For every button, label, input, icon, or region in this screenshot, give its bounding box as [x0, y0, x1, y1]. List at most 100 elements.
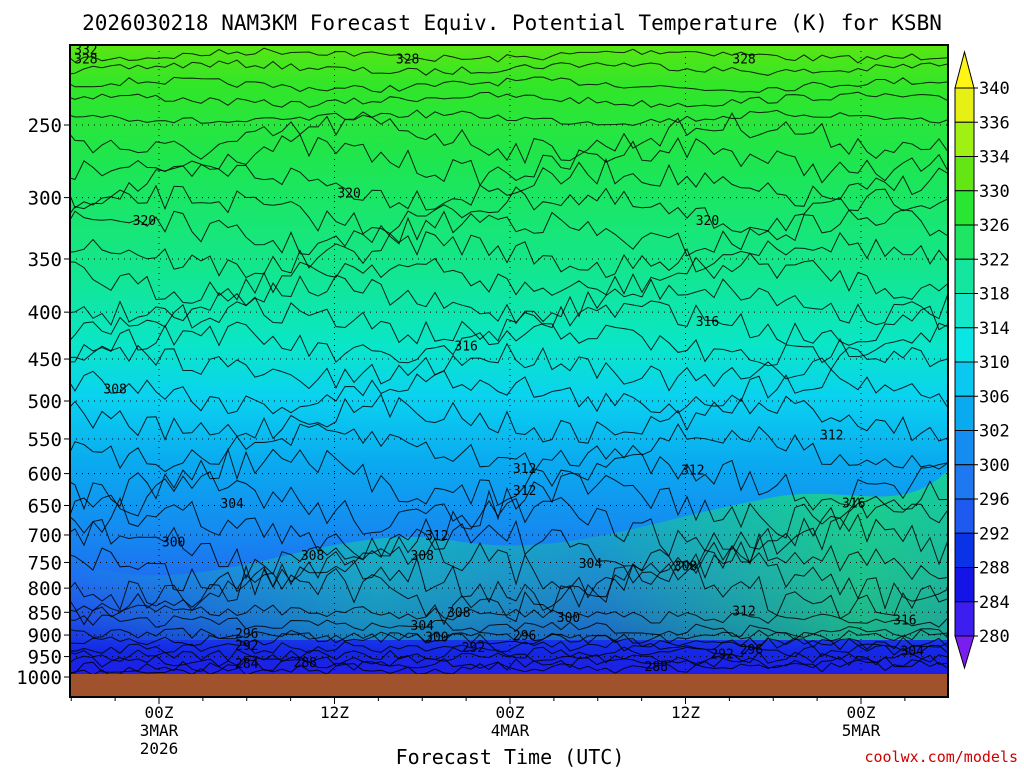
colorbar-swatch: [954, 567, 975, 603]
colorbar: 340 336 334 330 326 322 318 314 310 306 302 300 296 2…: [954, 50, 1010, 670]
contour-label: 312: [681, 463, 704, 478]
contour-label: 296: [740, 643, 763, 658]
contour-line: [70, 562, 948, 626]
contour-line: [70, 627, 948, 652]
contour-line: [70, 654, 948, 674]
y-tick-label: 850: [28, 602, 62, 624]
contour-line: [70, 109, 948, 126]
colorbar-swatch: [954, 532, 975, 568]
colorbar-swatch: [954, 395, 975, 431]
contour-label: 304: [900, 645, 924, 660]
contour-label: 312: [732, 604, 755, 619]
x-tick-label: 5MAR: [842, 721, 881, 740]
contour-label: 308: [674, 560, 697, 575]
y-tick-label: 450: [28, 349, 62, 371]
colorbar-swatch: [954, 258, 975, 294]
contour-line: [70, 629, 948, 647]
colorbar-swatch: [954, 293, 975, 329]
colorbar-swatch: [954, 361, 975, 397]
colorbar-label: 334: [979, 148, 1010, 168]
y-tick-label: 1000: [16, 667, 62, 689]
contour-line: [70, 471, 948, 539]
colorbar-label: 288: [979, 559, 1010, 579]
contour-label: 312: [425, 529, 448, 544]
contour-label: 320: [696, 214, 719, 229]
x-axis-title: Forecast Time (UTC): [396, 745, 625, 768]
contour-line: [70, 636, 948, 655]
y-tick-label: 800: [28, 578, 62, 600]
y-tick-label: 700: [28, 525, 62, 547]
chart-title: 2026030218 NAM3KM Forecast Equiv. Potent…: [82, 11, 942, 35]
contour-label: 320: [133, 214, 156, 229]
colorbar-label: 306: [979, 387, 1010, 407]
colorbar-swatch: [954, 464, 975, 500]
colorbar-bottom-arrow: [954, 635, 975, 670]
contour-label: 328: [732, 52, 755, 67]
y-tick-label: 650: [28, 495, 62, 517]
contour-line: [70, 231, 948, 279]
contour-label: 300: [425, 630, 448, 645]
contour-line: [70, 252, 948, 304]
contour-lines: [70, 47, 948, 677]
colorbar-label: 310: [979, 353, 1010, 373]
colorbar-label: 322: [979, 250, 1010, 270]
contour-line: [70, 47, 948, 64]
colorbar-swatch: [954, 498, 975, 534]
contour-line: [70, 651, 948, 668]
contour-line: [70, 513, 948, 580]
contour-line: [70, 423, 948, 473]
contour-label: 308: [411, 549, 434, 564]
y-tick-label: 600: [28, 464, 62, 486]
contour-label: 292: [710, 647, 733, 662]
colorbar-label: 314: [979, 319, 1010, 339]
gridlines: [70, 45, 948, 697]
contour-label: 308: [447, 606, 470, 621]
plot-frame: [69, 44, 949, 698]
y-tick-label: 750: [28, 552, 62, 574]
contour-line: [70, 133, 948, 187]
y-tick-label: 500: [28, 391, 62, 413]
x-tick-label: 00Z: [496, 703, 525, 722]
y-tick-label: 250: [28, 115, 62, 137]
credit-link[interactable]: coolwx.com/models: [864, 748, 1018, 766]
y-axis: 2503003504004505005506006507007508008509…: [16, 115, 70, 689]
colorbar-swatch: [954, 121, 975, 157]
contour-label: 308: [103, 383, 126, 398]
x-tick-label: 3MAR: [140, 721, 179, 740]
contour-label: 308: [301, 549, 324, 564]
x-tick-label: 4MAR: [491, 721, 530, 740]
contour-line: [70, 321, 948, 367]
contour-line: [70, 342, 948, 392]
y-tick-label: 550: [28, 429, 62, 451]
x-tick-label: 2026: [140, 739, 179, 758]
contour-label: 300: [557, 611, 580, 626]
contour-label: 284: [235, 657, 259, 672]
x-tick-label: 12Z: [320, 703, 349, 722]
contour-label: 292: [462, 641, 485, 656]
contour-label: 292: [235, 639, 258, 654]
colorbar-label: 284: [979, 593, 1010, 613]
colorbar-swatch: [954, 87, 975, 123]
contour-label: 288: [294, 656, 317, 671]
contour-line: [70, 614, 948, 639]
colorbar-label: 330: [979, 182, 1010, 202]
contour-label: 328: [396, 52, 419, 67]
contour-line: [70, 495, 948, 561]
ground-surface: [70, 674, 948, 697]
colorbar-swatch: [954, 601, 975, 637]
y-tick-label: 950: [28, 647, 62, 669]
contour-label: 300: [162, 535, 185, 550]
colorbar-label: 302: [979, 422, 1010, 442]
colorbar-swatch: [954, 327, 975, 363]
contour-label: 316: [454, 339, 477, 354]
x-tick-label: 00Z: [145, 703, 174, 722]
contour-label: 288: [645, 660, 668, 675]
contour-label: 320: [337, 187, 360, 202]
colorbar-label: 280: [979, 627, 1010, 647]
contour-label: 332: [74, 43, 97, 58]
contour-line: [70, 91, 948, 108]
contour-line: [70, 393, 948, 444]
contour-line: [70, 368, 948, 415]
